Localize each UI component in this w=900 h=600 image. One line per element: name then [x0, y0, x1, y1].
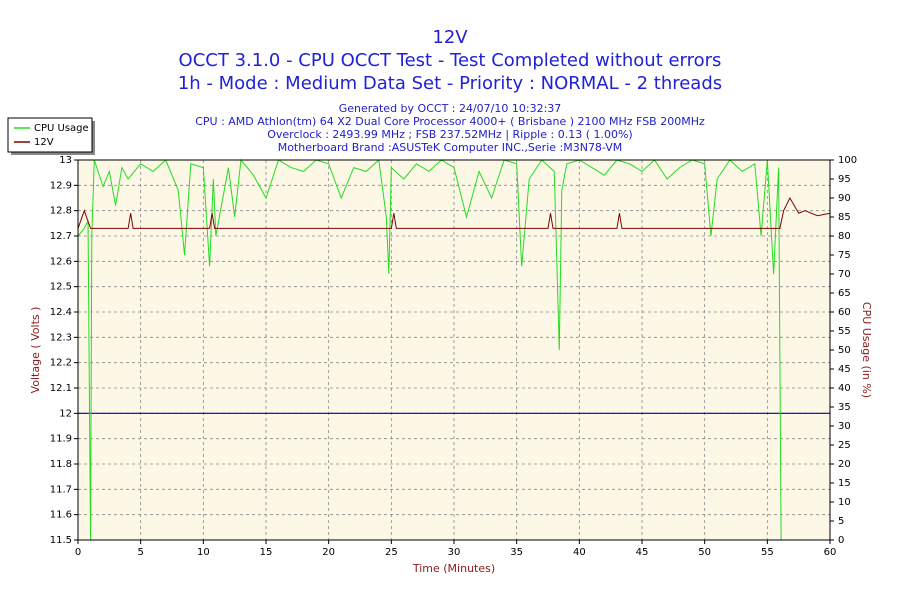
y-axis-label: Voltage ( Volts ) — [29, 307, 42, 394]
x-tick-label: 15 — [260, 547, 273, 558]
info: Generated by OCCT : 24/07/10 10:32:37 — [339, 102, 562, 115]
y-tick-label: 11.7 — [50, 484, 72, 495]
y-tick-label: 12.8 — [50, 206, 72, 217]
y2-tick-label: 0 — [838, 535, 844, 546]
series-line — [77, 196, 831, 229]
y2-tick-label: 45 — [838, 364, 851, 375]
x-tick-label: 60 — [824, 547, 837, 558]
y2-tick-label: 15 — [838, 478, 851, 489]
plot-border — [77, 159, 831, 541]
y2-tick-label: 20 — [838, 459, 851, 470]
y2-tick-label: 50 — [838, 345, 851, 356]
x-tick-label: 35 — [510, 547, 523, 558]
legend-label: CPU Usage — [34, 123, 89, 134]
info: Motherboard Brand :ASUSTeK Computer INC.… — [278, 141, 623, 154]
y2-tick-label: 55 — [838, 326, 851, 337]
y2-tick-label: 100 — [838, 155, 857, 166]
y-tick-label: 12.1 — [50, 383, 72, 394]
y2-tick-label: 70 — [838, 269, 851, 280]
x-axis-label: Time (Minutes) — [412, 562, 495, 575]
info: CPU : AMD Athlon(tm) 64 X2 Dual Core Pro… — [195, 115, 705, 128]
y2-tick-label: 35 — [838, 402, 851, 413]
y2-tick-label: 30 — [838, 421, 851, 432]
y-tick-label: 11.8 — [50, 459, 72, 470]
y2-tick-label: 85 — [838, 212, 851, 223]
chart-title: 12V — [432, 27, 468, 48]
x-tick-label: 55 — [761, 547, 774, 558]
y-tick-label: 11.6 — [50, 510, 72, 521]
y2-tick-label: 25 — [838, 440, 851, 451]
x-tick-label: 20 — [322, 547, 335, 558]
y2-tick-label: 40 — [838, 383, 851, 394]
y2-axis-label: CPU Usage (in %) — [860, 302, 873, 398]
series-line — [77, 158, 830, 541]
legend: CPU Usage 12V — [7, 117, 95, 155]
x-tick-label: 5 — [137, 547, 143, 558]
y2-tick-label: 80 — [838, 231, 851, 242]
y-tick-label: 11.9 — [50, 434, 72, 445]
info: Overclock : 2493.99 MHz ; FSB 237.52MHz … — [267, 128, 632, 141]
y2-tick-label: 90 — [838, 193, 851, 204]
y2-tick-label: 65 — [838, 288, 851, 299]
y2-tick-label: 5 — [838, 516, 844, 527]
y2-tick-label: 60 — [838, 307, 851, 318]
x-tick-label: 40 — [573, 547, 586, 558]
x-tick-label: 0 — [75, 547, 81, 558]
y-tick-label: 12.4 — [50, 307, 72, 318]
x-tick-label: 10 — [197, 547, 210, 558]
subtitle: 1h - Mode : Medium Data Set - Priority :… — [178, 73, 722, 94]
y2-tick-label: 10 — [838, 497, 851, 508]
y-tick-label: 12.5 — [50, 282, 72, 293]
y-tick-label: 12.7 — [50, 231, 72, 242]
y-tick-label: 12 — [59, 408, 72, 419]
legend-label: 12V — [34, 137, 54, 148]
x-tick-label: 25 — [385, 547, 398, 558]
plot-area — [78, 160, 830, 540]
x-tick-label: 45 — [636, 547, 649, 558]
subtitle: OCCT 3.1.0 - CPU OCCT Test - Test Comple… — [179, 50, 722, 71]
x-tick-label: 30 — [448, 547, 461, 558]
x-tick-label: 50 — [698, 547, 711, 558]
y-tick-label: 12.3 — [50, 332, 72, 343]
y2-tick-label: 95 — [838, 174, 851, 185]
y2-tick-label: 75 — [838, 250, 851, 261]
y-tick-label: 12.6 — [50, 256, 72, 267]
y-tick-label: 13 — [59, 155, 72, 166]
y-tick-label: 11.5 — [50, 535, 72, 546]
y-tick-label: 12.9 — [50, 180, 72, 191]
y-tick-label: 12.2 — [50, 358, 72, 369]
legend-box — [7, 117, 93, 153]
